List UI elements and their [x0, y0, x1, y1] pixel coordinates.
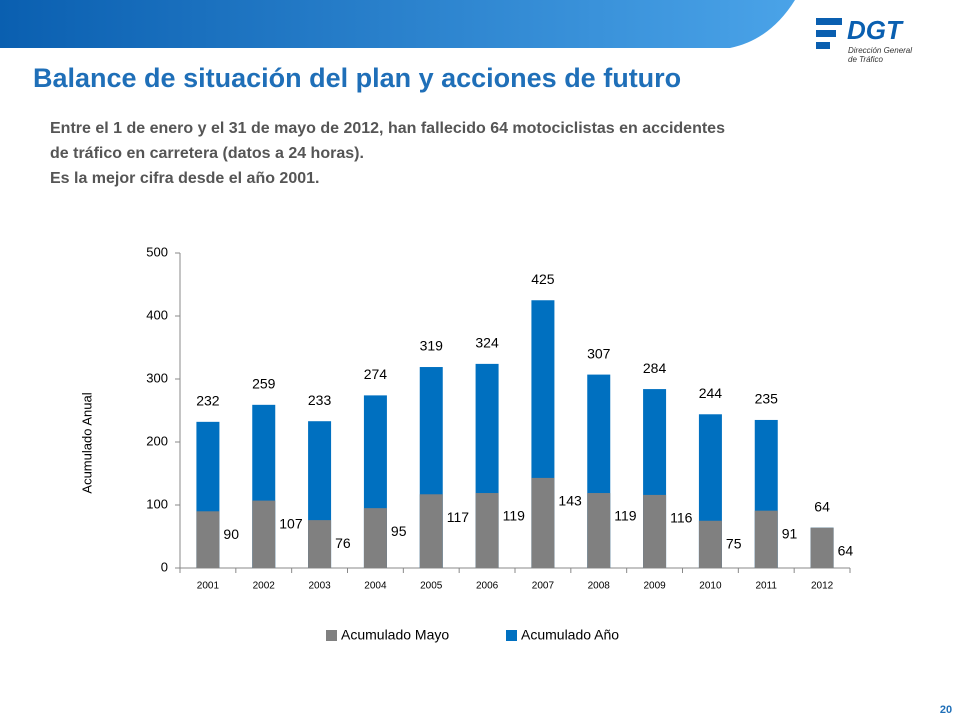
bar	[252, 500, 276, 568]
data-label: 425	[531, 271, 555, 287]
data-label: 244	[699, 385, 723, 401]
y-tick-label: 0	[161, 559, 168, 574]
page-number: 20	[940, 704, 952, 716]
data-label: 307	[587, 345, 611, 361]
y-axis-label: Acumulado Anual	[79, 392, 94, 493]
bar	[643, 494, 667, 568]
data-label: 64	[814, 498, 830, 514]
logo-name: DGT	[847, 15, 904, 45]
data-label: 324	[475, 335, 499, 351]
bar	[810, 527, 834, 568]
logo-shape	[816, 42, 830, 49]
data-label: 119	[614, 508, 637, 524]
logo-shape	[816, 30, 836, 37]
y-tick-label: 500	[146, 244, 168, 259]
x-tick-label: 2011	[755, 581, 777, 592]
data-label: 75	[726, 535, 742, 551]
x-tick-label: 2002	[253, 581, 276, 592]
bar	[587, 493, 611, 568]
data-label: 319	[420, 338, 444, 354]
data-label: 64	[838, 542, 854, 558]
logo-text: Dirección General	[848, 46, 912, 55]
bar	[531, 477, 555, 568]
x-tick-label: 2001	[197, 581, 220, 592]
bar	[308, 520, 332, 568]
data-label: 116	[670, 510, 693, 526]
data-label: 274	[364, 366, 388, 382]
data-label: 259	[252, 376, 276, 392]
data-label: 91	[782, 525, 798, 541]
legend-swatch	[506, 630, 517, 641]
data-label: 284	[643, 360, 667, 376]
logo: DGT Dirección General de Tráfico	[816, 15, 912, 64]
header-band	[0, 0, 795, 48]
y-tick-label: 300	[146, 370, 168, 385]
y-tick-label: 200	[146, 433, 168, 448]
data-label: 233	[308, 392, 332, 408]
bar	[475, 493, 499, 568]
data-label: 117	[447, 509, 470, 525]
data-label: 90	[223, 526, 239, 542]
x-tick-label: 2008	[588, 581, 611, 592]
x-tick-label: 2006	[476, 581, 499, 592]
data-label: 235	[755, 391, 779, 407]
body-text: Es la mejor cifra desde el año 2001.	[50, 170, 319, 187]
x-tick-label: 2005	[420, 581, 443, 592]
body-text: Entre el 1 de enero y el 31 de mayo de 2…	[50, 120, 725, 137]
bar	[419, 494, 443, 568]
bar	[698, 520, 722, 568]
x-tick-label: 2009	[643, 581, 666, 592]
x-tick-label: 2003	[308, 581, 331, 592]
y-tick-label: 400	[146, 307, 168, 322]
x-tick-label: 2004	[364, 581, 387, 592]
data-label: 232	[196, 393, 220, 409]
data-label: 107	[279, 515, 303, 531]
legend-label: Acumulado Mayo	[341, 627, 449, 643]
y-tick-label: 100	[146, 496, 168, 511]
data-label: 119	[503, 508, 526, 524]
legend-swatch	[326, 630, 337, 641]
logo-text: de Tráfico	[848, 55, 884, 64]
legend-label: Acumulado Año	[521, 627, 619, 643]
data-label: 76	[335, 535, 351, 551]
x-tick-label: 2012	[811, 581, 834, 592]
data-label: 143	[558, 493, 582, 509]
body-text: de tráfico en carretera (datos a 24 hora…	[50, 145, 364, 162]
slide-title: Balance de situación del plan y acciones…	[33, 63, 681, 93]
data-label: 95	[391, 523, 407, 539]
bar	[363, 508, 387, 568]
logo-shape	[816, 18, 842, 25]
bar	[196, 511, 220, 568]
x-tick-label: 2007	[532, 581, 555, 592]
x-tick-label: 2010	[699, 581, 722, 592]
bar	[754, 510, 778, 568]
